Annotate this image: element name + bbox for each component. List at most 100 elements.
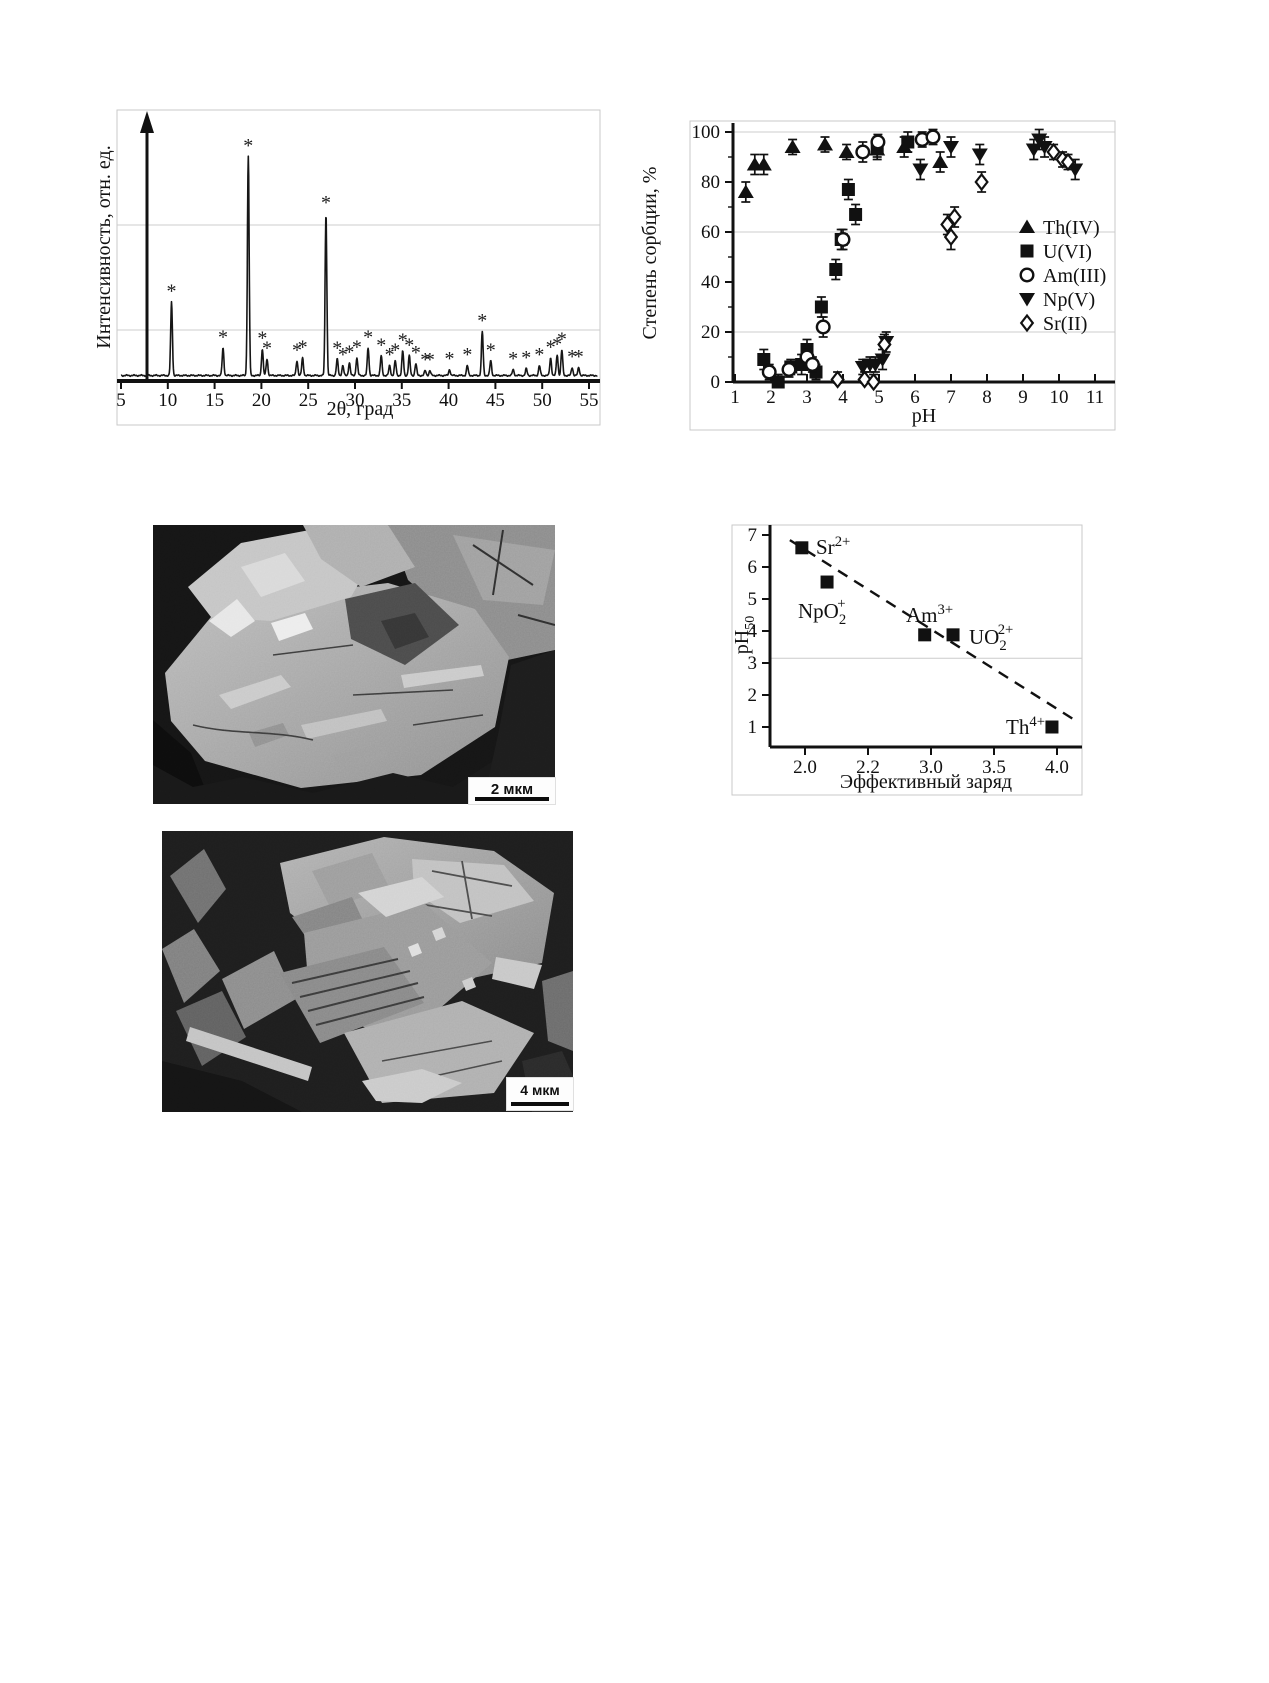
- data-point-marker: [835, 231, 851, 247]
- x-tick-label: 4: [838, 387, 848, 408]
- data-point-marker: [947, 207, 962, 227]
- y-tick-label: 100: [692, 122, 721, 143]
- data-point-marker: [867, 358, 884, 372]
- peak-asterisk: *: [298, 336, 308, 358]
- data-point-marker: [804, 357, 820, 373]
- data-point-marker: [971, 148, 988, 162]
- data-point-marker: [874, 353, 891, 367]
- data-point-marker: [757, 353, 771, 366]
- peak-asterisk: *: [552, 333, 562, 355]
- data-point-marker: [1046, 142, 1061, 162]
- data-point-marker: [1025, 143, 1042, 157]
- y-tick-label: 60: [701, 222, 720, 243]
- peak-asterisk: *: [574, 346, 584, 368]
- scale-bar-box-2um: 2 мкм: [469, 778, 555, 804]
- x-tick-label: 20: [252, 390, 271, 411]
- data-point-marker: [932, 154, 949, 168]
- x-tick-label: 55: [580, 390, 599, 411]
- peak-asterisk: *: [398, 329, 408, 351]
- data-point-marker: [781, 362, 797, 378]
- x-tick-label: 1: [730, 387, 740, 408]
- x-tick-label: 2.0: [793, 757, 817, 778]
- xrd-plot-area: 5 10 15 20 25 30 35 40 45 50 55***** ******* * ******…: [116, 109, 601, 426]
- peak-asterisk: *: [292, 339, 302, 361]
- sorption-plot-area: 0 20 40 60 80 100 1 2 3 4 5 6 7 8 9 10 11 Th(IV)U(VI)Am(I…: [689, 120, 1116, 431]
- data-point-marker: [946, 628, 960, 642]
- data-point-marker: [784, 139, 801, 153]
- peak-asterisk: *: [411, 342, 421, 364]
- chart-border: [689, 120, 1116, 431]
- scale-bar-label: 2 мкм: [490, 781, 534, 798]
- peak-asterisk: *: [557, 329, 567, 351]
- xrd-x-axis-label: 2θ, град: [327, 398, 394, 420]
- y-tick-label: 4: [748, 621, 758, 642]
- data-point-marker: [1019, 313, 1035, 333]
- xrd-trace: [120, 155, 598, 378]
- trend-line: [789, 539, 1076, 721]
- peak-asterisk: *: [462, 344, 472, 366]
- data-point-marker: [795, 541, 809, 555]
- x-tick-label: 3.5: [982, 757, 1006, 778]
- scale-bar-box-4um: 4 мкм: [507, 1078, 573, 1110]
- data-point-marker: [974, 172, 989, 192]
- data-point-marker: [1045, 720, 1059, 734]
- data-point-marker: [838, 144, 855, 158]
- x-tick-label: 10: [1050, 387, 1069, 408]
- sorption-x-axis-label: pH: [912, 405, 936, 427]
- x-tick-label: 40: [439, 390, 458, 411]
- peak-asterisk: *: [385, 344, 395, 366]
- ion-label: Sr2+: [816, 534, 850, 559]
- data-point-marker: [829, 263, 843, 276]
- data-point-marker: [940, 215, 955, 234]
- data-point-marker: [1020, 244, 1034, 258]
- peak-asterisk: *: [404, 334, 414, 356]
- peak-asterisk: *: [534, 344, 544, 366]
- data-point-marker: [1060, 152, 1076, 172]
- peak-asterisk: *: [390, 339, 400, 361]
- data-point-marker: [870, 134, 886, 150]
- legend-label: Sr(II): [1043, 313, 1087, 335]
- scale-bar: [511, 1102, 569, 1106]
- y-tick-label: 40: [701, 272, 720, 293]
- peak-asterisk: *: [167, 281, 177, 303]
- x-tick-label: 7: [946, 387, 956, 408]
- x-tick-label: 10: [158, 390, 177, 411]
- xrd-y-axis-label: Интенсивность, отн. ед.: [93, 145, 115, 348]
- data-point-marker: [849, 208, 863, 221]
- x-tick-label: 2: [766, 387, 776, 408]
- peak-asterisk: *: [486, 339, 496, 361]
- x-tick-label: 2.2: [856, 757, 880, 778]
- series-U(VI): [757, 131, 915, 389]
- scale-bar: [475, 797, 549, 801]
- x-tick-label: 25: [299, 390, 318, 411]
- sem-2um-texture: [153, 525, 555, 804]
- data-point-marker: [1019, 267, 1035, 283]
- data-point-marker: [925, 129, 941, 145]
- peak-asterisk: *: [445, 348, 455, 370]
- y-tick-label: 7: [748, 525, 758, 546]
- sorption-y-axis-label: Степень сорбции, %: [640, 167, 661, 340]
- data-point-marker: [771, 375, 785, 389]
- data-point-marker: [761, 364, 777, 380]
- ion-label: Th4+: [1006, 714, 1045, 739]
- x-tick-label: 9: [1018, 387, 1028, 408]
- data-point-marker: [943, 141, 959, 155]
- data-point-marker: [815, 319, 831, 335]
- peak-asterisk: *: [420, 349, 430, 371]
- sem-micrograph-2um: 2 мкм: [153, 525, 555, 804]
- data-point-marker: [918, 628, 932, 642]
- data-point-marker: [737, 184, 754, 198]
- ph50-plot-area: 1 2 3 4 5 6 7 2.0 2.2 3.0 3.5 4.0 pH50 Sr2+ NpO2+ Am3+ U…: [731, 524, 1083, 796]
- ion-label: UO22+: [969, 622, 1013, 654]
- data-point-marker: [1031, 133, 1048, 147]
- data-point-marker: [755, 157, 772, 171]
- x-tick-label: 15: [205, 390, 224, 411]
- peak-asterisk: *: [243, 135, 253, 157]
- data-point-marker: [817, 137, 833, 151]
- peak-asterisk: *: [363, 327, 373, 349]
- data-point-marker: [1019, 293, 1035, 307]
- data-point-marker: [841, 183, 855, 196]
- sorption-chart: pH Степень сорбции, % 0 20 40 60 80 100 1 2 3 4 5 6…: [640, 120, 1116, 431]
- y-axis-arrowhead: [140, 111, 154, 133]
